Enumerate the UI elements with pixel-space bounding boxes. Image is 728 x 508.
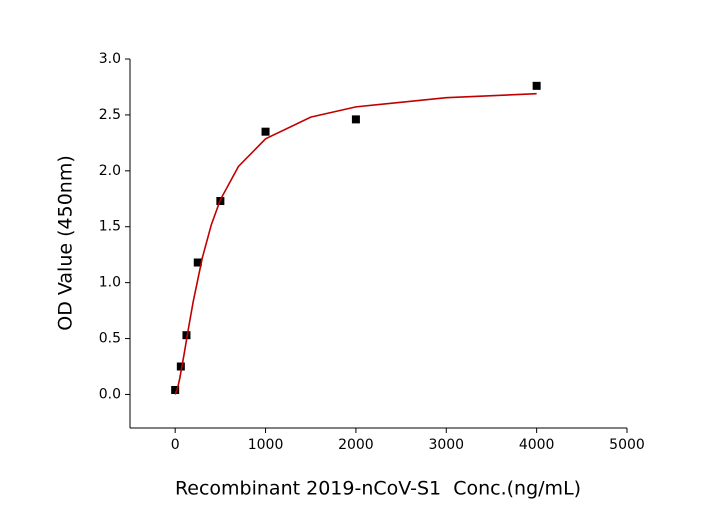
data-point (532, 81, 541, 90)
y-tick-label: 0.5 (99, 331, 121, 347)
x-tick-label: 4000 (519, 437, 555, 453)
data-point (193, 258, 202, 267)
data-point (351, 115, 360, 124)
fit-curve (174, 92, 537, 395)
x-tick-label: 1000 (248, 437, 284, 453)
data-point (171, 385, 180, 394)
y-tick-label: 1.0 (99, 275, 121, 291)
data-point (176, 362, 185, 371)
x-tick-label: 0 (171, 437, 180, 453)
data-point (182, 331, 191, 340)
y-axis-label: OD Value (450nm) (55, 155, 77, 330)
x-tick-label: 5000 (609, 437, 645, 453)
y-tick-label: 1.5 (99, 219, 121, 235)
y-tick-label: 2.5 (99, 107, 121, 123)
x-axis-label: Recombinant 2019-nCoV-S1 Conc.(ng/mL) (175, 478, 581, 500)
x-tick-label: 2000 (338, 437, 374, 453)
y-tick-label: 2.0 (99, 163, 121, 179)
data-point (261, 127, 270, 136)
y-tick-label: 0.0 (99, 386, 121, 402)
y-tick-label: 3.0 (99, 51, 121, 67)
x-tick-label: 3000 (428, 437, 464, 453)
